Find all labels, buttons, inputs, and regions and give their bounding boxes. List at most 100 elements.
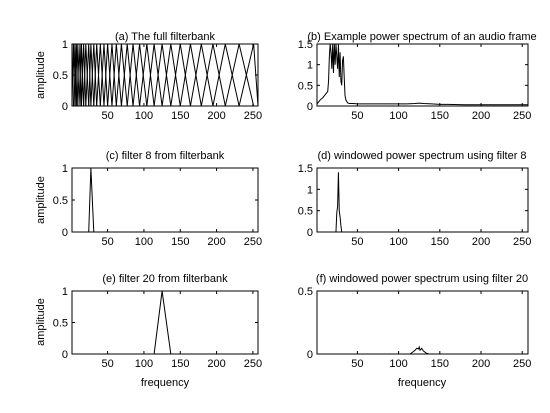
panel-a-filter-line: [80, 44, 87, 106]
panel-a-filter-line: [238, 44, 258, 106]
panel-b-ytick-label: 0: [307, 101, 313, 113]
panel-f-xtick-label: 200: [472, 358, 490, 370]
panel-a-plot: 50 100 150 200 250 0 0.5 1: [53, 39, 262, 122]
panel-f-axes-box: [316, 290, 529, 355]
panel-e-ytick-label: 0: [62, 349, 68, 361]
panel-d-ytick-label: 1.5: [298, 163, 313, 175]
panel-a-filter-line: [115, 44, 128, 106]
panel-d-series: [317, 172, 528, 232]
panel-a-filter-line: [126, 44, 141, 106]
panel-a-filter-line: [212, 44, 240, 106]
panel-a-filter-line: [75, 44, 81, 106]
panel-d-xtick-label: 50: [351, 236, 363, 248]
panel-b-series-line: [317, 44, 528, 106]
panel-b-xtick-label: 50: [351, 110, 363, 122]
panel-a-filter-line: [153, 44, 172, 106]
panel-b-title: (b) Example power spectrum of an audio f…: [307, 31, 536, 43]
panel-e-xtick-label: 150: [171, 358, 189, 370]
panel-d-ytick-label: 0.5: [298, 206, 313, 218]
panel-d-title: (d) windowed power spectrum using filter…: [317, 150, 526, 162]
panel-a-filter-line: [79, 44, 85, 106]
panel-f-xlabel: frequency: [398, 377, 447, 389]
panel-a-filter-line: [170, 44, 191, 106]
panel-f-plot: 50 100 150 200 250 0 0.5: [298, 286, 532, 370]
panel-d-ytick-label: 1: [307, 184, 313, 196]
panel-a-series: [72, 44, 258, 106]
panel-d-xtick-label: 250: [513, 236, 531, 248]
panel-a-ytick-label: 0.5: [53, 70, 68, 82]
panel-d-xtick-label: 100: [389, 236, 407, 248]
panel-b-xtick-label: 250: [513, 110, 531, 122]
panel-c-ylabel: amplitude: [35, 176, 47, 224]
panel-b-ytick-label: 0.5: [298, 80, 313, 92]
panel-f: (f) windowed power spectrum using filter…: [298, 273, 532, 389]
panel-e-plot: 50 100 150 200 250 0 0.5 1: [53, 286, 262, 370]
panel-e-series-line: [72, 291, 258, 354]
panel-e-xtick-label: 50: [101, 358, 113, 370]
panel-f-series: [317, 345, 528, 354]
panel-a-filter-line: [96, 44, 105, 106]
panel-b-axes-box: [316, 43, 529, 107]
panel-a-xtick-label: 150: [171, 110, 189, 122]
panel-a-xtick-label: 200: [207, 110, 225, 122]
panel-c-series: [72, 168, 258, 232]
panel-c: (c) filter 8 from filterbank amplitude 5…: [35, 150, 262, 248]
panel-f-xtick-label: 250: [513, 358, 531, 370]
panel-f-xtick-label: 150: [431, 358, 449, 370]
panel-a-filter-line: [146, 44, 163, 106]
panel-e-xlabel: frequency: [141, 377, 190, 389]
panel-a-title: (a) The full filterbank: [115, 31, 216, 43]
panel-e: (e) filter 20 from filterbank amplitude …: [35, 273, 262, 389]
panel-e-axes-box: [71, 290, 259, 355]
panel-c-xtick-label: 50: [101, 236, 113, 248]
panel-a-filter-line: [90, 44, 98, 106]
panel-b-ytick-label: 1.5: [298, 39, 313, 51]
panel-f-series-line: [317, 345, 528, 354]
panel-c-xtick-label: 250: [244, 236, 262, 248]
panel-a-filter-line: [93, 44, 101, 106]
panel-d-series-line: [317, 172, 528, 232]
panel-c-ytick-label: 0.5: [53, 195, 68, 207]
panel-e-series: [72, 291, 258, 354]
panel-b-xtick-label: 200: [472, 110, 490, 122]
panel-d-plot: 50 100 150 200 250 0 0.5 1 1.5: [298, 163, 532, 248]
panel-a-filter-line: [103, 44, 113, 106]
panel-d-xtick-label: 150: [431, 236, 449, 248]
panel-a-filter-line: [189, 44, 214, 106]
panel-f-xtick-label: 50: [351, 358, 363, 370]
panel-c-title: (c) filter 8 from filterbank: [106, 150, 225, 162]
panel-b: (b) Example power spectrum of an audio f…: [298, 31, 537, 122]
panel-e-xtick-label: 200: [207, 358, 225, 370]
panel-a-filter-line: [139, 44, 155, 106]
panel-a-filter-line: [107, 44, 117, 106]
panel-a-filter-line: [132, 44, 148, 106]
panel-c-xtick-label: 150: [171, 236, 189, 248]
panel-b-plot: 50 100 150 200 250 0 0.5 1 1.5: [298, 39, 532, 122]
panel-a-ytick-label: 1: [62, 39, 68, 51]
panel-a-ylabel: amplitude: [35, 51, 47, 99]
panel-a: (a) The full filterbank amplitude 50 100 1…: [35, 31, 262, 122]
panel-b-ytick-label: 1: [307, 60, 313, 72]
panel-a-ytick-label: 0: [62, 101, 68, 113]
panel-a-xtick-label: 250: [244, 110, 262, 122]
panel-e-xtick-label: 100: [135, 358, 153, 370]
panel-f-xtick-label: 100: [389, 358, 407, 370]
panel-a-xtick-label: 100: [135, 110, 153, 122]
panel-c-series-line: [72, 168, 258, 232]
panel-d-ytick-label: 0: [307, 227, 313, 239]
panel-c-ytick-label: 0: [62, 227, 68, 239]
panel-a-filter-line: [224, 44, 255, 106]
panel-e-ytick-label: 0.5: [53, 318, 68, 330]
panel-d-axes-box: [316, 167, 529, 233]
panel-a-filter-line: [200, 44, 226, 106]
panel-a-filter-line: [88, 44, 95, 106]
panel-a-xtick-label: 50: [101, 110, 113, 122]
panel-a-filter-line: [161, 44, 181, 106]
panel-e-ytick-label: 1: [62, 286, 68, 298]
panel-f-ytick-label: 0: [307, 349, 313, 361]
panel-c-axes-box: [71, 167, 259, 233]
panel-c-xtick-label: 200: [207, 236, 225, 248]
panel-b-series: [317, 44, 528, 106]
panel-e-ylabel: amplitude: [35, 298, 47, 346]
